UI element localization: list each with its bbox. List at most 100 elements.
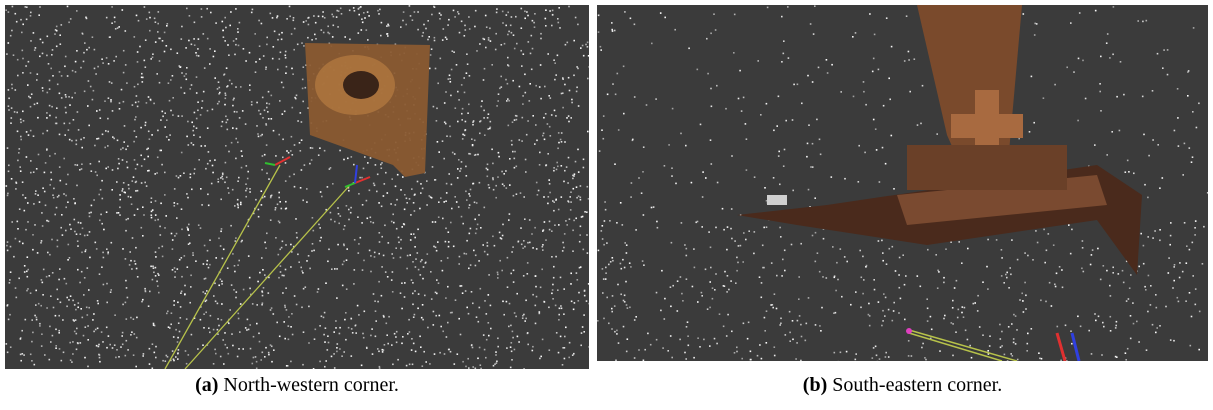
point bbox=[726, 335, 728, 337]
point bbox=[283, 87, 285, 89]
point bbox=[1015, 343, 1017, 345]
point bbox=[278, 134, 280, 136]
point bbox=[534, 26, 536, 28]
point bbox=[410, 233, 412, 235]
point bbox=[69, 104, 71, 106]
point bbox=[793, 84, 795, 86]
point bbox=[295, 98, 297, 100]
point bbox=[858, 181, 860, 183]
point bbox=[331, 268, 333, 270]
point bbox=[122, 248, 124, 250]
point bbox=[101, 331, 103, 333]
point bbox=[7, 305, 9, 307]
point bbox=[1012, 355, 1014, 357]
point bbox=[1182, 271, 1184, 273]
point bbox=[535, 323, 537, 325]
point bbox=[833, 312, 835, 314]
point bbox=[821, 307, 823, 309]
point bbox=[726, 291, 728, 293]
point bbox=[158, 11, 160, 13]
point bbox=[51, 54, 53, 56]
point bbox=[221, 283, 223, 285]
point bbox=[610, 261, 612, 263]
point bbox=[85, 326, 87, 328]
point bbox=[529, 242, 531, 244]
point bbox=[895, 270, 897, 272]
point bbox=[231, 284, 233, 286]
point bbox=[891, 46, 893, 48]
point bbox=[819, 325, 821, 327]
point bbox=[149, 291, 151, 293]
point bbox=[604, 220, 606, 222]
point bbox=[84, 235, 86, 237]
point bbox=[576, 66, 578, 68]
point bbox=[585, 44, 587, 46]
point bbox=[137, 61, 139, 63]
point bbox=[181, 229, 183, 231]
point bbox=[879, 181, 881, 183]
point bbox=[762, 245, 764, 247]
point bbox=[382, 349, 384, 351]
point bbox=[630, 266, 632, 268]
point bbox=[908, 355, 910, 357]
point bbox=[1126, 300, 1128, 302]
point bbox=[629, 307, 631, 309]
point bbox=[47, 92, 49, 94]
point bbox=[859, 250, 861, 252]
point bbox=[783, 40, 785, 42]
point bbox=[418, 293, 420, 295]
point bbox=[30, 40, 32, 42]
point bbox=[1147, 311, 1149, 313]
point bbox=[514, 167, 516, 169]
point bbox=[343, 229, 345, 231]
point bbox=[465, 29, 467, 31]
point bbox=[812, 166, 814, 168]
point bbox=[37, 103, 39, 105]
point bbox=[188, 40, 190, 42]
point bbox=[111, 22, 113, 24]
point bbox=[162, 256, 164, 258]
point bbox=[194, 22, 196, 24]
point bbox=[343, 261, 345, 263]
point bbox=[290, 326, 292, 328]
point bbox=[580, 226, 582, 228]
point bbox=[516, 166, 518, 168]
point bbox=[233, 98, 235, 100]
point bbox=[334, 221, 336, 223]
point bbox=[544, 86, 546, 88]
point bbox=[279, 34, 281, 36]
point bbox=[210, 315, 212, 317]
point bbox=[231, 142, 233, 144]
point bbox=[1009, 267, 1011, 269]
point bbox=[336, 347, 338, 349]
point bbox=[404, 209, 406, 211]
point bbox=[736, 257, 738, 259]
point bbox=[1170, 235, 1172, 237]
point bbox=[187, 229, 189, 231]
point bbox=[256, 368, 258, 370]
point bbox=[141, 182, 143, 184]
point bbox=[30, 354, 32, 356]
point bbox=[438, 201, 440, 203]
point bbox=[156, 172, 158, 174]
point bbox=[1011, 323, 1013, 325]
point bbox=[697, 69, 699, 71]
point bbox=[15, 89, 17, 91]
point bbox=[889, 248, 891, 250]
point bbox=[187, 227, 189, 229]
point bbox=[497, 277, 499, 279]
point bbox=[893, 188, 895, 190]
point bbox=[671, 175, 673, 177]
point bbox=[315, 38, 317, 40]
point bbox=[881, 325, 883, 327]
point bbox=[1192, 111, 1194, 113]
point bbox=[524, 18, 526, 20]
point bbox=[1127, 160, 1129, 162]
point bbox=[221, 176, 223, 178]
point bbox=[727, 275, 729, 277]
point bbox=[545, 18, 547, 20]
point bbox=[421, 259, 423, 261]
point bbox=[797, 84, 799, 86]
point bbox=[1143, 245, 1145, 247]
point bbox=[164, 51, 166, 53]
